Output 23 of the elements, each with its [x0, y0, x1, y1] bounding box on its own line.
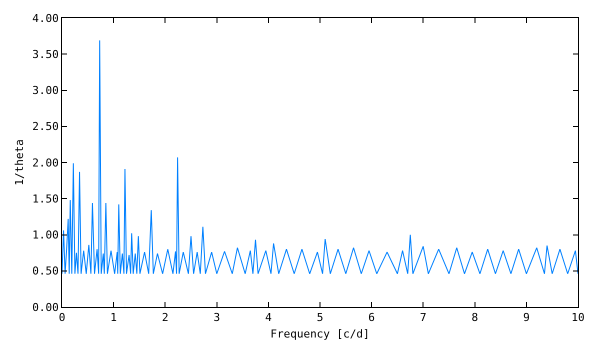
- x-tick-label: 9: [523, 311, 530, 324]
- line-series: [62, 40, 578, 274]
- x-tick-label: 0: [58, 311, 66, 324]
- y-tick-label: 0.50: [32, 264, 59, 278]
- y-tick-label: 3.00: [32, 84, 59, 98]
- y-tick-label: 1.00: [32, 228, 59, 242]
- x-tick-label: 6: [368, 311, 375, 324]
- x-tick-label: 3: [213, 311, 220, 324]
- x-tick-label: 2: [162, 311, 169, 324]
- y-tick-label: 3.50: [32, 48, 59, 61]
- y-tick-label: 2.00: [32, 156, 59, 170]
- y-tick-label: 4.00: [32, 12, 59, 25]
- y-tick-label: 2.50: [32, 120, 59, 134]
- y-tick-label: 0.00: [32, 300, 59, 314]
- x-tick-label: 5: [316, 311, 324, 324]
- y-axis-title: 1/theta: [12, 139, 26, 186]
- x-tick-label: 1: [110, 311, 117, 324]
- x-tick-label: 10: [571, 311, 585, 324]
- x-tick-label: 4: [265, 311, 272, 324]
- x-tick-label: 7: [420, 311, 427, 324]
- x-tick-label: 8: [471, 311, 478, 324]
- y-tick-label: 1.50: [32, 192, 59, 206]
- x-axis-title: Frequency [c/d]: [270, 327, 370, 340]
